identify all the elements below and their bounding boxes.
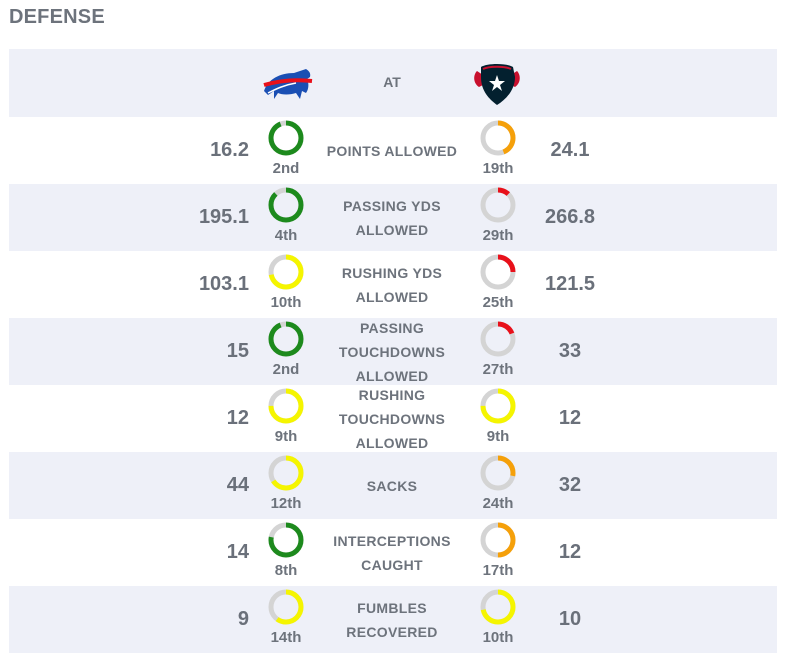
texans-rank-ring-icon bbox=[480, 388, 516, 424]
stat-label-text: PASSING YDS ALLOWED bbox=[343, 197, 441, 238]
bills-stat-value: 44 bbox=[226, 474, 249, 496]
bills-rank: 2nd bbox=[258, 318, 314, 385]
bills-rank-ring-icon bbox=[268, 455, 304, 491]
bills-rank-text: 14th bbox=[270, 629, 302, 646]
bills-rank-text: 2nd bbox=[272, 361, 300, 378]
texans-rank-text: 19th bbox=[482, 160, 514, 177]
stat-label-text: PASSING TOUCHDOWNS ALLOWED bbox=[338, 319, 446, 384]
bills-rank-text: 2nd bbox=[272, 160, 300, 177]
stat-label-text: POINTS ALLOWED bbox=[326, 142, 458, 159]
bills-rank: 8th bbox=[258, 519, 314, 586]
texans-rank-text: 27th bbox=[482, 361, 514, 378]
texans-stat-value: 266.8 bbox=[544, 206, 596, 228]
bills-rank: 12th bbox=[258, 452, 314, 519]
stat-label: PASSING TOUCHDOWNS ALLOWED bbox=[312, 318, 472, 385]
texans-rank: 24th bbox=[470, 452, 526, 519]
texans-rank-text: 29th bbox=[482, 227, 514, 244]
texans-rank: 17th bbox=[470, 519, 526, 586]
texans-stat-value: 33 bbox=[558, 340, 582, 362]
bills-rank-text: 10th bbox=[270, 294, 302, 311]
stat-row: 103.1 10th RUSHING YDS ALLOWED 25th 121.5 bbox=[9, 251, 777, 318]
texans-stat-value: 32 bbox=[558, 474, 582, 496]
texans-bull-logo[interactable] bbox=[471, 61, 521, 105]
bills-rank-text: 4th bbox=[274, 227, 298, 244]
bills-stat-value: 15 bbox=[226, 340, 249, 362]
stat-label: RUSHING YDS ALLOWED bbox=[312, 251, 472, 318]
stat-label: POINTS ALLOWED bbox=[312, 117, 472, 184]
stat-row: 15 2nd PASSING TOUCHDOWNS ALLOWED 27th 33 bbox=[9, 318, 777, 385]
stat-label-text: RUSHING TOUCHDOWNS ALLOWED bbox=[338, 386, 446, 451]
texans-rank-text: 24th bbox=[482, 495, 514, 512]
bills-rank: 9th bbox=[258, 385, 314, 452]
stat-label: FUMBLES RECOVERED bbox=[312, 586, 472, 653]
texans-rank: 25th bbox=[470, 251, 526, 318]
bills-stat-value: 14 bbox=[226, 541, 249, 563]
texans-stat-value: 12 bbox=[558, 407, 582, 429]
bills-rank-ring-icon bbox=[268, 522, 304, 558]
texans-rank-text: 17th bbox=[482, 562, 514, 579]
texans-rank: 19th bbox=[470, 117, 526, 184]
texans-rank-ring-icon bbox=[480, 321, 516, 357]
bills-stat-value: 9 bbox=[237, 608, 249, 630]
stat-label-text: RUSHING YDS ALLOWED bbox=[341, 264, 443, 305]
bills-rank-ring-icon bbox=[268, 589, 304, 625]
texans-rank-text: 25th bbox=[482, 294, 514, 311]
bills-rank-text: 12th bbox=[270, 495, 302, 512]
texans-rank-ring-icon bbox=[480, 455, 516, 491]
stat-label: SACKS bbox=[312, 452, 472, 519]
stat-row: 44 12th SACKS 24th 32 bbox=[9, 452, 777, 519]
texans-rank: 29th bbox=[470, 184, 526, 251]
defense-comparison-table: AT 16.2 2nd POINTS ALLOWED 19th 24.1 195.1 4th… bbox=[9, 49, 777, 653]
texans-stat-value: 121.5 bbox=[544, 273, 596, 295]
bills-rank: 4th bbox=[258, 184, 314, 251]
bills-stat-value: 103.1 bbox=[198, 273, 249, 295]
stat-rows: 16.2 2nd POINTS ALLOWED 19th 24.1 195.1 4th PAS… bbox=[9, 117, 777, 653]
texans-stat-value: 12 bbox=[558, 541, 582, 563]
stat-label: INTERCEPTIONS CAUGHT bbox=[312, 519, 472, 586]
stat-label-text: FUMBLES RECOVERED bbox=[346, 599, 438, 640]
bills-stat-value: 16.2 bbox=[210, 139, 249, 161]
bills-rank-text: 9th bbox=[274, 428, 298, 445]
bills-rank-ring-icon bbox=[268, 120, 304, 156]
stat-row: 9 14th FUMBLES RECOVERED 10th 10 bbox=[9, 586, 777, 653]
matchup-header: AT bbox=[9, 49, 777, 117]
texans-rank-ring-icon bbox=[480, 589, 516, 625]
texans-rank-ring-icon bbox=[480, 254, 516, 290]
texans-rank: 9th bbox=[470, 385, 526, 452]
bills-stat-value: 195.1 bbox=[198, 206, 249, 228]
texans-rank-text: 10th bbox=[482, 629, 514, 646]
stat-row: 16.2 2nd POINTS ALLOWED 19th 24.1 bbox=[9, 117, 777, 184]
bills-rank-text: 8th bbox=[274, 562, 298, 579]
bills-rank: 10th bbox=[258, 251, 314, 318]
stat-row: 12 9th RUSHING TOUCHDOWNS ALLOWED 9th 12 bbox=[9, 385, 777, 452]
texans-rank-ring-icon bbox=[480, 522, 516, 558]
texans-rank: 10th bbox=[470, 586, 526, 653]
bills-stat-value: 12 bbox=[226, 407, 249, 429]
at-label: AT bbox=[383, 74, 401, 90]
bills-rank-ring-icon bbox=[268, 254, 304, 290]
bills-rank: 14th bbox=[258, 586, 314, 653]
bills-rank-ring-icon bbox=[268, 321, 304, 357]
texans-stat-value: 24.1 bbox=[550, 139, 590, 161]
stat-label-text: INTERCEPTIONS CAUGHT bbox=[333, 532, 451, 573]
stat-label: PASSING YDS ALLOWED bbox=[312, 184, 472, 251]
stat-label: RUSHING TOUCHDOWNS ALLOWED bbox=[312, 385, 472, 452]
bills-buffalo-logo[interactable] bbox=[260, 61, 313, 105]
texans-rank-ring-icon bbox=[480, 187, 516, 223]
texans-stat-value: 10 bbox=[558, 608, 582, 630]
section-title: DEFENSE bbox=[9, 6, 105, 28]
stat-row: 14 8th INTERCEPTIONS CAUGHT 17th 12 bbox=[9, 519, 777, 586]
bills-rank-ring-icon bbox=[268, 388, 304, 424]
stat-label-text: SACKS bbox=[366, 477, 418, 494]
texans-rank-ring-icon bbox=[480, 120, 516, 156]
texans-rank-text: 9th bbox=[486, 428, 510, 445]
bills-rank: 2nd bbox=[258, 117, 314, 184]
bills-rank-ring-icon bbox=[268, 187, 304, 223]
texans-rank: 27th bbox=[470, 318, 526, 385]
stat-row: 195.1 4th PASSING YDS ALLOWED 29th 266.8 bbox=[9, 184, 777, 251]
